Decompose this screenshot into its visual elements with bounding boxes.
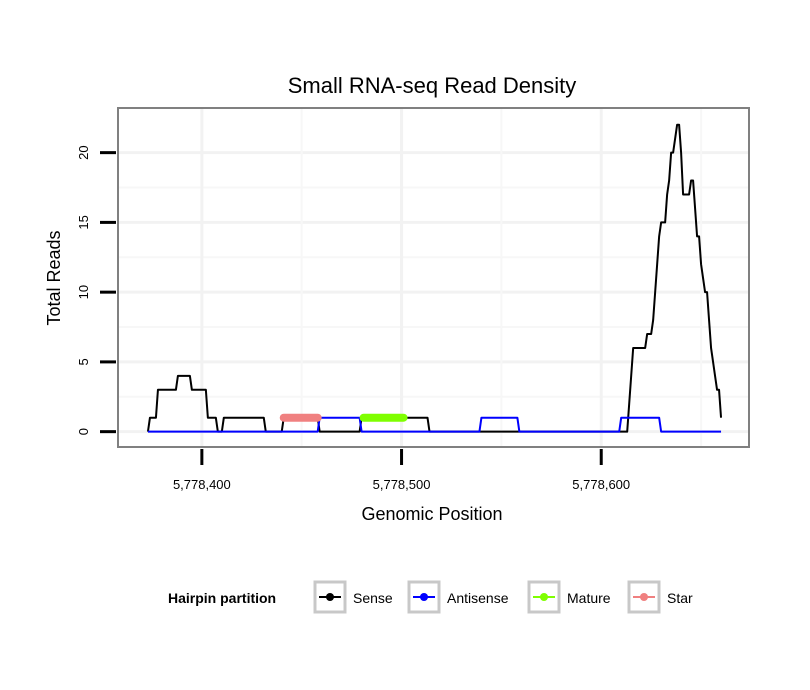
x-axis: 5,778,400 5,778,500 5,778,600	[173, 449, 630, 492]
legend-label-sense: Sense	[353, 590, 393, 606]
legend-key-point	[326, 593, 334, 601]
plot-panel	[117, 107, 750, 448]
legend-key-point	[420, 593, 428, 601]
legend-label-antisense: Antisense	[447, 590, 509, 606]
y-axis-title: Total Reads	[44, 230, 64, 325]
legend-entries: Sense Antisense Mature Star	[313, 580, 693, 614]
x-tick-label: 5,778,600	[572, 477, 630, 492]
legend-label-star: Star	[667, 590, 693, 606]
plot-border	[117, 107, 750, 448]
series-sense-line	[146, 123, 723, 433]
x-tick-label: 5,778,500	[373, 477, 431, 492]
legend-key-point	[640, 593, 648, 601]
series-lines	[146, 123, 723, 433]
grid-lines	[118, 108, 749, 447]
y-tick-label: 15	[76, 215, 91, 229]
y-tick-label: 0	[76, 428, 91, 435]
legend-title: Hairpin partition	[168, 590, 276, 606]
x-axis-title: Genomic Position	[361, 504, 502, 524]
legend-label-mature: Mature	[567, 590, 611, 606]
plot-background	[118, 108, 749, 447]
series-antisense-line	[147, 416, 722, 433]
y-tick-label: 10	[76, 285, 91, 299]
y-tick-label: 5	[76, 358, 91, 365]
legend-key-point	[540, 593, 548, 601]
y-axis: 0 5 10 15 20	[76, 145, 116, 435]
chart-title: Small RNA-seq Read Density	[288, 73, 577, 98]
y-tick-label: 20	[76, 145, 91, 159]
x-tick-label: 5,778,400	[173, 477, 231, 492]
legend: Hairpin partition Sense Antisense Mature St…	[168, 580, 693, 614]
